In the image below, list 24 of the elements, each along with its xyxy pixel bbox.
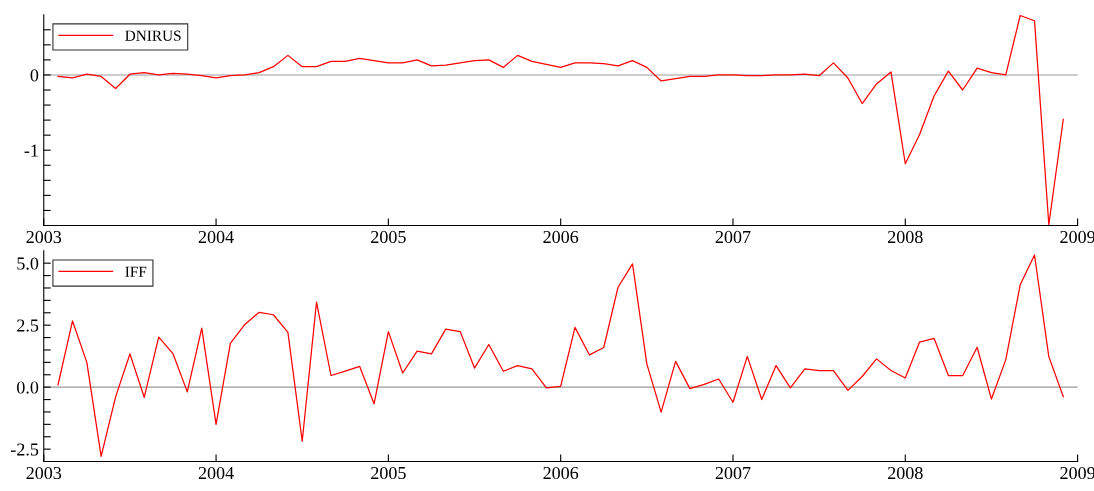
x-tick-label: 2004 xyxy=(198,466,234,480)
x-tick-label: 2008 xyxy=(888,230,923,244)
y-tick-label: 2.5 xyxy=(17,319,39,332)
y-tick-label: -1 xyxy=(24,144,38,157)
x-tick-label: 2003 xyxy=(26,466,62,480)
x-tick-label: 2007 xyxy=(715,466,751,480)
x-tick-label: 2007 xyxy=(715,230,751,244)
y-tick-label: 0 xyxy=(30,69,39,82)
legend-label: DNIRUS xyxy=(125,30,181,41)
y-tick-label: 5.0 xyxy=(17,257,39,270)
y-tick-label: 0.0 xyxy=(17,381,39,394)
line-series xyxy=(57,254,1064,457)
line-series xyxy=(57,14,1064,226)
x-tick-label: 2004 xyxy=(198,230,234,244)
x-tick-label: 2006 xyxy=(543,466,579,480)
x-tick-label: 2005 xyxy=(371,230,406,244)
x-tick-label: 2005 xyxy=(371,466,406,480)
x-tick-label: 2009 xyxy=(1060,230,1094,244)
y-tick-label: -2.5 xyxy=(10,443,39,456)
x-tick-label: 2003 xyxy=(26,230,62,244)
x-tick-label: 2006 xyxy=(543,230,579,244)
x-tick-label: 2008 xyxy=(888,466,923,480)
x-tick-label: 2009 xyxy=(1060,466,1094,480)
legend-label: IFF xyxy=(125,266,147,277)
